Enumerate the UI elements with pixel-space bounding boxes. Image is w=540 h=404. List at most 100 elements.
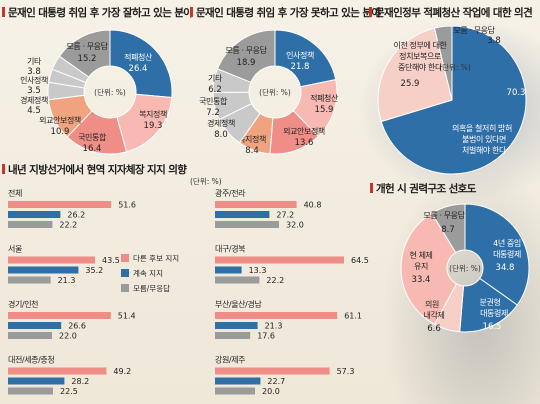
pie1-label-2: 국민통합 [78,132,107,142]
bar-5-2 [215,276,260,284]
pie1-label-1: 복지정책 [139,109,167,119]
pie2-value-6: 6.2 [208,85,222,95]
pie1-unit: (단위: %) [94,87,126,97]
reform-opinion-title: 문재인정부 적폐청산 작업에 대한 의견 [369,5,533,20]
pie3-label-0c: 처벌해야 한다 [462,145,507,155]
legend-label-2: 모름/무응답 [133,283,170,293]
best-field-title: 문재인 대통령 취임 후 가장 잘하고 있는 분야 [2,5,193,20]
bar-category-6: 부산/울산/경남 [215,299,262,309]
bar-value-1-0: 43.5 [102,256,120,265]
bar-6-2 [215,332,251,339]
pie3-label-0a: 의혹을 철저히 밝혀 [452,123,512,133]
pie4-label-0a: 4년 중임 [493,238,521,248]
bar-2-0 [8,312,111,319]
pie4-label-1a: 분권형 [480,297,501,307]
worst-field-title: 문재인 대통령 취임 후 가장 못하고 있는 분야 [190,5,381,20]
bar-value-5-2: 22.2 [266,276,284,285]
bar-value-3-2: 22.5 [60,387,78,396]
bar-4-0 [215,201,297,208]
pie1-value-0: 26.4 [129,64,148,74]
bar-value-6-2: 17.6 [257,332,275,341]
bar-value-4-0: 40.8 [304,201,322,210]
pie2-value-5: 7.2 [206,108,220,118]
bar-value-4-2: 32.0 [286,221,304,230]
bar-6-1 [215,322,258,329]
power-structure-title: 개헌 시 권력구조 선호도 [370,181,476,196]
pie4-label-2b: 내각제 [424,310,445,320]
pie2-unit: (단위: %) [259,87,291,97]
legend-swatch-0 [121,254,129,262]
pie2-label-2: 외교안보정책 [283,126,325,136]
bar-value-7-2: 20.0 [262,387,280,396]
pie3-unit: (단위: %) [439,62,471,72]
pie3-value-1: 25.9 [401,79,420,89]
bar-value-7-1: 22.7 [267,377,285,386]
bar-1-1 [8,266,79,274]
pie4-value-3: 33.4 [412,275,431,285]
pie2-label-0: 인사정책 [286,50,314,60]
bar-5-0 [215,256,344,264]
bar-2-1 [8,322,62,329]
bars-unit: (단위: %) [190,176,222,186]
legend-label-1: 계속 지지 [133,268,163,278]
pie1-label-0: 적폐청산 [124,52,153,62]
pie2-label-1: 적폐청산 [310,93,339,103]
pie1-value-1: 19.3 [144,121,163,131]
bar-value-4-1: 27.2 [276,211,294,220]
pie3-value-2: 3.8 [487,36,501,46]
pie4-value-4: 8.7 [441,225,455,235]
legend-swatch-2 [121,284,129,292]
bar-7-2 [215,387,255,395]
bar-category-7: 강원/제주 [215,355,245,365]
bar-0-2 [8,221,53,228]
pie2-label-5: 국민통합 [199,96,228,106]
bar-value-0-2: 22.2 [59,221,77,230]
pie2-value-4: 8.0 [214,130,228,140]
bar-value-5-0: 64.5 [351,256,369,265]
legend-swatch-1 [121,269,129,277]
pie1-label-7: 모름 · 무응답 [66,41,108,51]
pie2-slice-7 [216,29,276,83]
pie2-label-6: 기타 [208,74,223,83]
pie4-value-2: 6.6 [427,324,441,334]
pie3-slice-2 [433,25,453,101]
pie4-label-3a: 현 체제 [409,250,432,260]
pie2-label-7: 모름 · 무응답 [225,45,267,55]
bar-5-1 [215,266,242,274]
bar-3-0 [8,367,107,375]
bar-category-3: 대전/세종/충청 [8,355,54,365]
pie4-label-2a: 의원 [425,299,439,309]
pie1-label-3: 외교안보정책 [39,115,81,125]
pie4-unit: (단위: %) [449,263,481,273]
bar-4-1 [215,211,270,218]
pie1-value-5: 3.5 [27,86,41,96]
pie4-slice-0 [464,203,530,306]
pie3-value-0: 70.3 [507,88,526,98]
bar-2-2 [8,332,52,339]
pie2-label-4: 경제정책 [207,118,235,128]
pie2-value-0: 21.8 [291,62,310,72]
pie3-slice-0 [380,25,527,175]
pie4-value-1: 16.5 [483,322,502,332]
bar-category-0: 전체 [8,188,22,198]
bar-category-1: 서울 [8,245,22,254]
bar-7-0 [215,367,330,375]
legend-label-0: 다른 후보 지지 [133,254,179,263]
pie1-label-5: 인사정책 [20,75,48,85]
pie3-label-2: 모름 · 무응답 [453,25,495,35]
bar-category-2: 경기/인천 [8,299,38,309]
pie2-value-2: 13.6 [295,138,314,148]
pie1-value-4: 4.5 [27,106,41,116]
bar-value-6-1: 21.3 [265,322,283,331]
bar-3-1 [8,377,65,385]
bar-1-0 [8,256,95,264]
bar-value-1-2: 21.3 [58,276,76,285]
bar-value-1-1: 35.2 [85,266,103,275]
pie1-label-6: 기타 [27,57,42,66]
bar-value-5-1: 13.3 [249,266,267,275]
pie1-value-7: 15.2 [78,54,97,64]
pie4-label-4: 모름 · 무응답 [423,210,465,220]
pie2-value-1: 15.9 [315,105,334,115]
bar-value-6-0: 61.1 [344,312,362,321]
